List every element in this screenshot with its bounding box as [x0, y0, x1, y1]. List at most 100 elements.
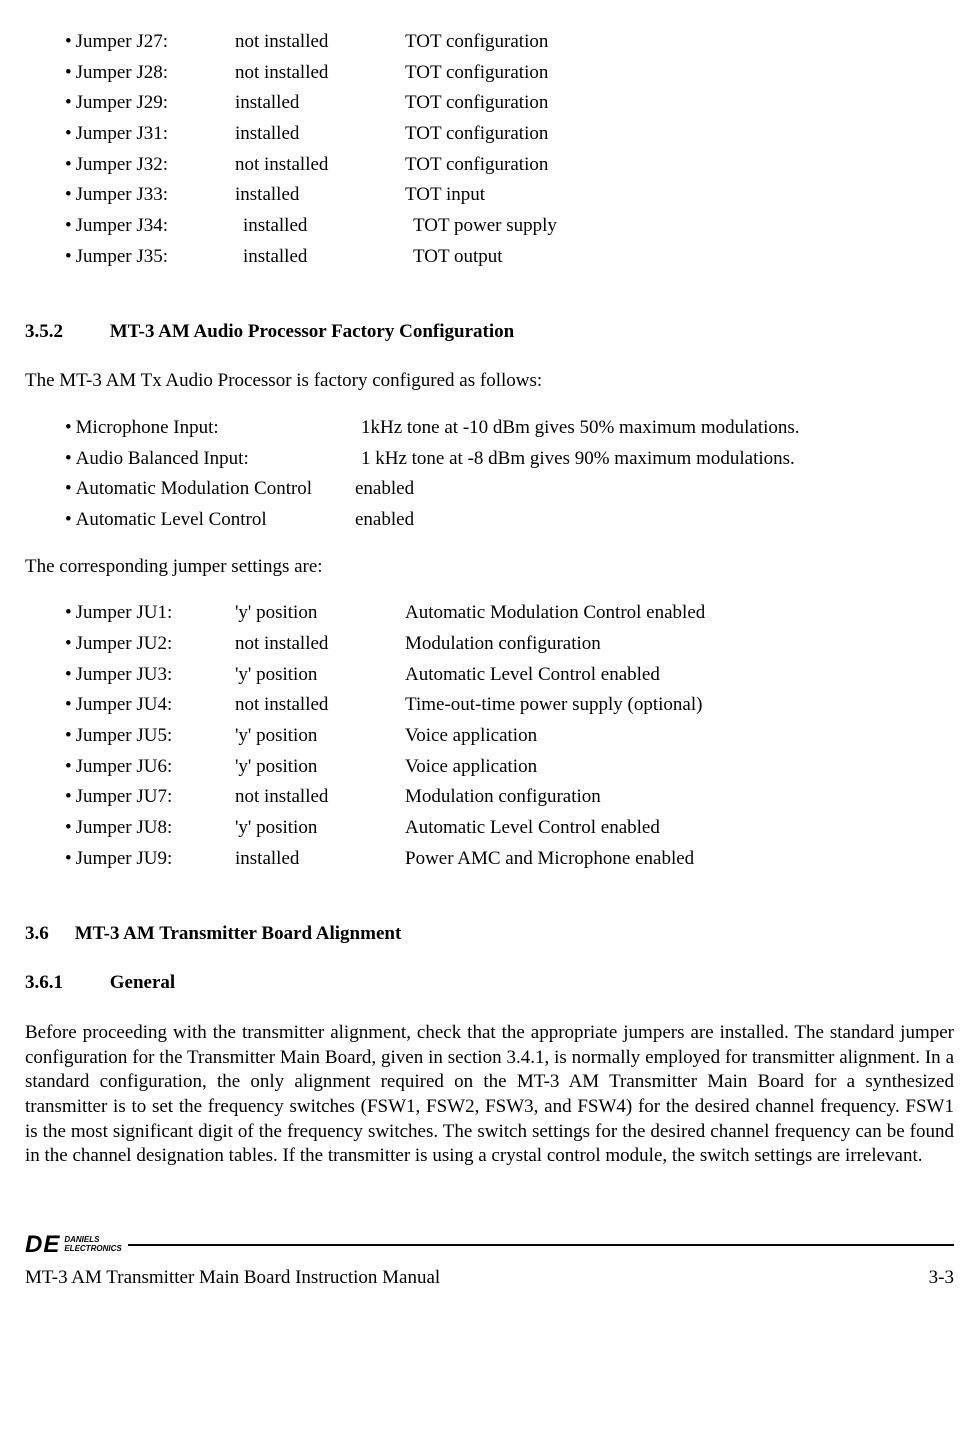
jumper-label: •Jumper J33:: [65, 183, 235, 208]
jumper-state: installed: [235, 214, 413, 239]
jumper-label: •Jumper J28:: [65, 61, 235, 86]
jumper-row: •Jumper J28:not installedTOT configurati…: [25, 61, 954, 86]
jumper-row: •Jumper JU7:not installedModulation conf…: [25, 785, 954, 810]
jumper-desc: TOT output: [413, 245, 954, 270]
config-row: •Audio Balanced Input:1 kHz tone at -8 d…: [25, 447, 954, 472]
jumper-state: 'y' position: [235, 816, 405, 841]
jumper-label: •Jumper J32:: [65, 153, 235, 178]
section-352-heading: 3.5.2 MT-3 AM Audio Processor Factory Co…: [25, 320, 954, 345]
jumper-desc: TOT configuration: [405, 153, 954, 178]
section-36-heading: 3.6 MT-3 AM Transmitter Board Alignment: [25, 922, 954, 947]
jumper-desc: Automatic Level Control enabled: [405, 663, 954, 688]
jumper-state: installed: [235, 122, 405, 147]
config-val: enabled: [355, 508, 954, 533]
bullet-icon: •: [65, 478, 76, 499]
bullet-icon: •: [65, 184, 76, 205]
jumper-row: •Jumper J29:installedTOT configuration: [25, 91, 954, 116]
jumper-state: not installed: [235, 30, 405, 55]
jumper-label: •Jumper JU4:: [65, 693, 235, 718]
bullet-icon: •: [65, 417, 76, 438]
jumper-state: 'y' position: [235, 663, 405, 688]
section-352-intro: The MT-3 AM Tx Audio Processor is factor…: [25, 369, 954, 394]
jumper-row: •Jumper JU4:not installedTime-out-time p…: [25, 693, 954, 718]
logo-text: DANIELS ELECTRONICS: [64, 1236, 121, 1254]
jumper-desc: Automatic Level Control enabled: [405, 816, 954, 841]
bullet-icon: •: [65, 664, 76, 685]
jumper-row: •Jumper JU8:'y' positionAutomatic Level …: [25, 816, 954, 841]
jumper-state: 'y' position: [235, 601, 405, 626]
logo: DE DANIELS ELECTRONICS: [25, 1229, 128, 1260]
jumper-row: •Jumper JU5:'y' positionVoice applicatio…: [25, 724, 954, 749]
section-352-title: MT-3 AM Audio Processor Factory Configur…: [110, 321, 514, 342]
jumper-row: •Jumper J32:not installedTOT configurati…: [25, 153, 954, 178]
top-jumpers-list: •Jumper J27:not installedTOT configurati…: [25, 30, 954, 270]
jumper-row: •Jumper J34:installedTOT power supply: [25, 214, 954, 239]
bullet-icon: •: [65, 694, 76, 715]
config-row: •Automatic Modulation Controlenabled: [25, 477, 954, 502]
jumper-label: •Jumper JU7:: [65, 785, 235, 810]
footer-line: MT-3 AM Transmitter Main Board Instructi…: [25, 1266, 954, 1291]
jumper-label: •Jumper J35:: [65, 245, 235, 270]
jumper-desc: TOT input: [405, 183, 954, 208]
jumper-state: installed: [235, 847, 405, 872]
bullet-icon: •: [65, 725, 76, 746]
jumper-row: •Jumper JU3:'y' positionAutomatic Level …: [25, 663, 954, 688]
bullet-icon: •: [65, 215, 76, 236]
jumper-label: •Jumper JU3:: [65, 663, 235, 688]
section-361-heading: 3.6.1 General: [25, 971, 954, 996]
bullet-icon: •: [65, 817, 76, 838]
jumper-desc: TOT power supply: [413, 214, 954, 239]
jumper-desc: Voice application: [405, 724, 954, 749]
jumper-state: installed: [235, 245, 413, 270]
jumper-state: 'y' position: [235, 724, 405, 749]
footer-page: 3-3: [929, 1266, 954, 1291]
config-label: •Microphone Input:: [65, 416, 355, 441]
jumper-label: •Jumper J34:: [65, 214, 235, 239]
jumper-state: 'y' position: [235, 755, 405, 780]
jumper-desc: TOT configuration: [405, 61, 954, 86]
jumper-label: •Jumper J27:: [65, 30, 235, 55]
config-row: •Automatic Level Controlenabled: [25, 508, 954, 533]
jumper-row: •Jumper J31:installedTOT configuration: [25, 122, 954, 147]
jumper-label: •Jumper JU2:: [65, 632, 235, 657]
config-val: 1kHz tone at -10 dBm gives 50% maximum m…: [355, 416, 954, 441]
footer-title: MT-3 AM Transmitter Main Board Instructi…: [25, 1266, 440, 1291]
logo-line2: ELECTRONICS: [64, 1244, 121, 1253]
jumper-desc: TOT configuration: [405, 122, 954, 147]
jumper-state: not installed: [235, 153, 405, 178]
bullet-icon: •: [65, 62, 76, 83]
bullet-icon: •: [65, 123, 76, 144]
bullet-icon: •: [65, 509, 76, 530]
footer-hr: [128, 1244, 954, 1246]
jumper-desc: Modulation configuration: [405, 785, 954, 810]
jumper-state: installed: [235, 183, 405, 208]
jumper-desc: TOT configuration: [405, 91, 954, 116]
bullet-icon: •: [65, 848, 76, 869]
section-36-title: MT-3 AM Transmitter Board Alignment: [75, 923, 402, 944]
jumper-state: not installed: [235, 693, 405, 718]
jumper-desc: Voice application: [405, 755, 954, 780]
jumper-desc: Modulation configuration: [405, 632, 954, 657]
logo-de: DE: [25, 1229, 64, 1260]
config-label: •Automatic Modulation Control: [65, 477, 355, 502]
bullet-icon: •: [65, 633, 76, 654]
bullet-icon: •: [65, 786, 76, 807]
bullet-icon: •: [65, 246, 76, 267]
jumper-state: installed: [235, 91, 405, 116]
config-label: •Audio Balanced Input:: [65, 447, 355, 472]
config-val: enabled: [355, 477, 954, 502]
config-row: •Microphone Input:1kHz tone at -10 dBm g…: [25, 416, 954, 441]
config-list: •Microphone Input:1kHz tone at -10 dBm g…: [25, 416, 954, 533]
jumper-row: •Jumper JU2:not installedModulation conf…: [25, 632, 954, 657]
jumper-row: •Jumper JU9:installedPower AMC and Micro…: [25, 847, 954, 872]
jumper-label: •Jumper JU5:: [65, 724, 235, 749]
jumper-state: not installed: [235, 785, 405, 810]
jumper-label: •Jumper JU6:: [65, 755, 235, 780]
jumper-state: not installed: [235, 632, 405, 657]
jumper-label: •Jumper JU9:: [65, 847, 235, 872]
jumper-desc: Automatic Modulation Control enabled: [405, 601, 954, 626]
logo-line1: DANIELS: [64, 1235, 99, 1244]
bullet-icon: •: [65, 448, 76, 469]
section-361-title: General: [110, 972, 175, 993]
jumper-desc: Power AMC and Microphone enabled: [405, 847, 954, 872]
